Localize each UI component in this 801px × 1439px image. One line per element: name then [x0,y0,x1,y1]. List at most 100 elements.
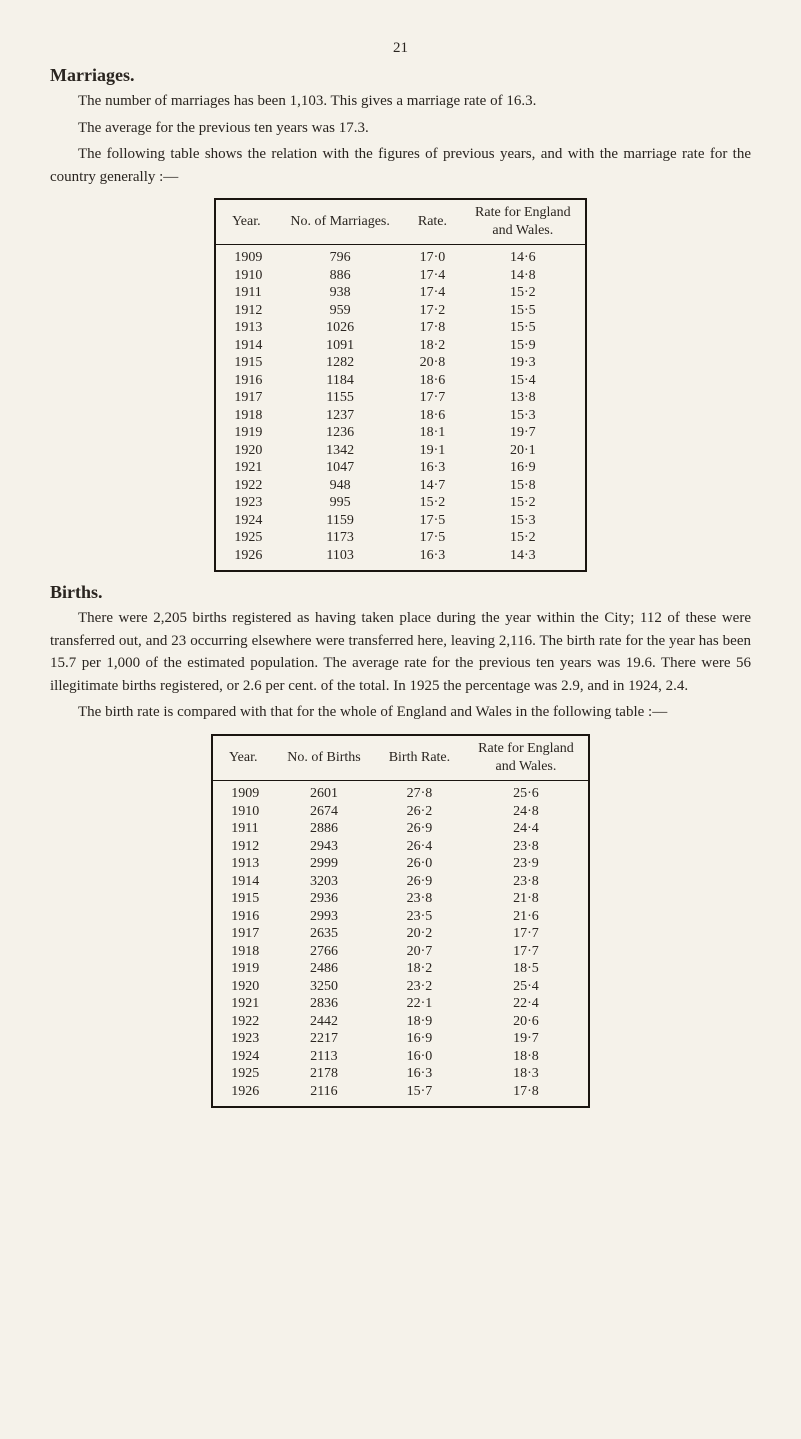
table-cell: 2442 [273,1013,375,1031]
table-row: 1925217816·318·3 [212,1065,589,1083]
table-cell: 23·5 [375,908,464,926]
table-cell: 20·6 [464,1013,589,1031]
table-cell: 1910 [215,267,276,285]
table-cell: 2178 [273,1065,375,1083]
table-row: 191193817·415·2 [215,284,585,302]
table-cell: 1919 [215,424,276,442]
table-row: 1913299926·023·9 [212,855,589,873]
table-cell: 1282 [276,354,404,372]
table-cell: 21·8 [464,890,589,908]
table-cell: 1921 [215,459,276,477]
table-cell: 2116 [273,1083,375,1108]
table-row: 1921104716·316·9 [215,459,585,477]
table-row: 1918276620·717·7 [212,943,589,961]
table-cell: 1909 [215,245,276,267]
table-cell: 1912 [215,302,276,320]
table-cell: 16·3 [375,1065,464,1083]
table-row: 1926110316·314·3 [215,547,585,572]
table-cell: 1912 [212,838,273,856]
table-row: 1912294326·423·8 [212,838,589,856]
births-para1: There were 2,205 births registered as ha… [50,607,751,697]
table-cell: 886 [276,267,404,285]
table-row: 1922244218·920·6 [212,1013,589,1031]
table-row: 1917263520·217·7 [212,925,589,943]
table-cell: 26·4 [375,838,464,856]
table-cell: 1923 [215,494,276,512]
table-cell: 26·0 [375,855,464,873]
table-cell: 19·1 [404,442,461,460]
table-row: 1919248618·218·5 [212,960,589,978]
table-cell: 18·6 [404,372,461,390]
table-cell: 17·4 [404,267,461,285]
table-row: 1915293623·821·8 [212,890,589,908]
table-row: 1911288626·924·4 [212,820,589,838]
page-number: 21 [50,40,751,57]
births-para2: The birth rate is compared with that for… [50,701,751,724]
table-cell: 938 [276,284,404,302]
table-cell: 15·2 [404,494,461,512]
table-cell: 1922 [212,1013,273,1031]
table-cell: 17·5 [404,512,461,530]
table-cell: 1913 [212,855,273,873]
table-cell: 1103 [276,547,404,572]
table-cell: 2113 [273,1048,375,1066]
table-cell: 1915 [212,890,273,908]
table-cell: 1915 [215,354,276,372]
table-cell: 959 [276,302,404,320]
table-row: 1924115917·515·3 [215,512,585,530]
table-cell: 2486 [273,960,375,978]
table-row: 191088617·414·8 [215,267,585,285]
table-cell: 1916 [215,372,276,390]
table-row: 1916118418·615·4 [215,372,585,390]
table-row: 1923221716·919·7 [212,1030,589,1048]
table-cell: 15·3 [461,512,586,530]
table-cell: 22·1 [375,995,464,1013]
table-cell: 1913 [215,319,276,337]
table-cell: 20·7 [375,943,464,961]
table-cell: 24·8 [464,803,589,821]
table-cell: 1922 [215,477,276,495]
table-row: 191295917·215·5 [215,302,585,320]
table-row: 1915128220·819·3 [215,354,585,372]
table-row: 190979617·014·6 [215,245,585,267]
table-cell: 17·8 [404,319,461,337]
table-header: Rate. [404,199,461,245]
table-row: 1919123618·119·7 [215,424,585,442]
table-cell: 1925 [215,529,276,547]
marriages-para1: The number of marriages has been 1,103. … [50,90,751,113]
table-cell: 1918 [215,407,276,425]
table-cell: 995 [276,494,404,512]
table-row: 1921283622·122·4 [212,995,589,1013]
table-cell: 14·6 [461,245,586,267]
table-cell: 796 [276,245,404,267]
table-cell: 16·0 [375,1048,464,1066]
table-cell: 19·7 [461,424,586,442]
table-cell: 2217 [273,1030,375,1048]
table-cell: 16·3 [404,547,461,572]
table-cell: 21·6 [464,908,589,926]
table-row: 1914320326·923·8 [212,873,589,891]
table-row: 192399515·215·2 [215,494,585,512]
marriages-table: Year.No. of Marriages.Rate.Rate for Engl… [214,198,586,572]
marriages-para2: The average for the previous ten years w… [50,117,751,140]
table-cell: 2836 [273,995,375,1013]
table-row: 1925117317·515·2 [215,529,585,547]
table-cell: 1919 [212,960,273,978]
table-row: 1926211615·717·8 [212,1083,589,1108]
table-cell: 25·4 [464,978,589,996]
table-cell: 1916 [212,908,273,926]
table-cell: 17·4 [404,284,461,302]
table-header: No. of Marriages. [276,199,404,245]
table-row: 1920325023·225·4 [212,978,589,996]
table-cell: 18·8 [464,1048,589,1066]
table-cell: 18·9 [375,1013,464,1031]
table-cell: 2674 [273,803,375,821]
table-cell: 26·9 [375,873,464,891]
table-cell: 1924 [212,1048,273,1066]
table-row: 1917115517·713·8 [215,389,585,407]
table-cell: 2936 [273,890,375,908]
table-cell: 1237 [276,407,404,425]
table-cell: 22·4 [464,995,589,1013]
table-cell: 23·8 [375,890,464,908]
table-header: No. of Births [273,735,375,781]
